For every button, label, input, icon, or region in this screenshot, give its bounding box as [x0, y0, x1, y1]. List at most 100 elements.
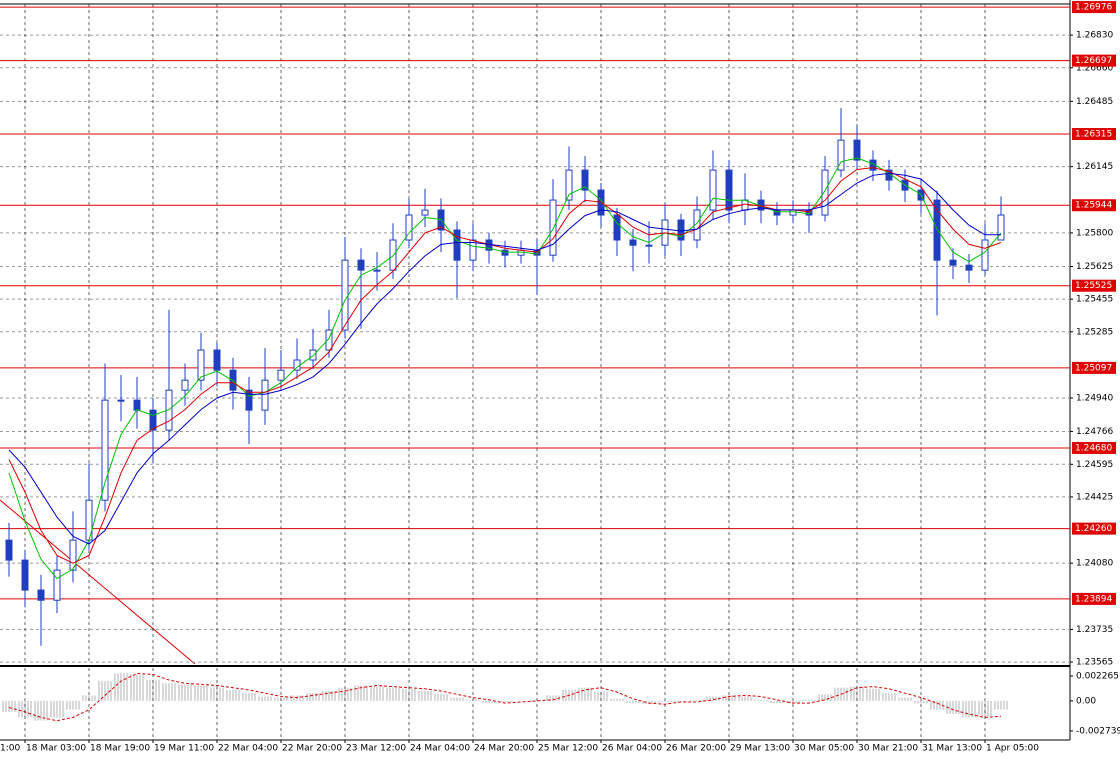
candle-body [149, 409, 157, 431]
x-tick-label: 18 Mar 03:00 [26, 744, 86, 754]
x-tick-label: 30 Mar 21:00 [858, 744, 918, 754]
level-label-box [1072, 279, 1116, 292]
candle-body [949, 259, 957, 266]
y-tick-label: 1.25625 [1076, 262, 1113, 272]
candle-body [453, 229, 461, 261]
candle-body [197, 349, 205, 381]
level-label-box [1072, 199, 1116, 212]
level-label: 1.25097 [1075, 363, 1112, 373]
level-label: 1.24260 [1075, 524, 1112, 534]
level-label-box [1072, 592, 1116, 605]
candle-body [613, 214, 621, 241]
candle-body [629, 239, 637, 246]
candle-body [325, 329, 333, 351]
level-label: 1.26315 [1075, 130, 1112, 140]
level-label: 1.25525 [1075, 281, 1112, 291]
candle-body [549, 199, 557, 256]
y-tick-label: 1.25800 [1076, 228, 1113, 238]
candle-body [101, 399, 109, 501]
y-tick-label: 1.23735 [1076, 625, 1113, 635]
level-label-box [1072, 361, 1116, 374]
candle-body [645, 244, 653, 247]
level-label: 1.24680 [1075, 443, 1112, 453]
y-tick-label: 1.24425 [1076, 492, 1113, 502]
y-tick-label: 1.26485 [1076, 97, 1113, 107]
level-label: 1.26697 [1075, 56, 1112, 66]
y-tick-label: 1.24080 [1076, 559, 1113, 569]
y-tick-label: -0.002739 [1076, 726, 1120, 736]
candle-body [981, 239, 989, 271]
level-label-box [1072, 128, 1116, 141]
candle-body [693, 209, 701, 241]
candle-body [501, 249, 509, 256]
y-tick-label: 1.24766 [1076, 427, 1113, 437]
x-tick-label: 25 Mar 12:00 [538, 744, 598, 754]
candle-body [229, 369, 237, 391]
level-label-box [1072, 54, 1116, 67]
ma-line [8, 172, 1001, 545]
candle-body [853, 139, 861, 161]
candle-body [677, 219, 685, 241]
x-tick-label: 23 Mar 12:00 [346, 744, 406, 754]
x-tick-label: 29 Mar 13:00 [730, 744, 790, 754]
candle-body [373, 269, 381, 272]
x-tick-label: 19 Mar 11:00 [154, 744, 214, 754]
x-tick-label: 22 Mar 04:00 [218, 744, 278, 754]
level-label-box [1072, 1, 1116, 14]
x-tick-label: 31 Mar 13:00 [922, 744, 982, 754]
x-tick-label: 22 Mar 20:00 [282, 744, 342, 754]
candle-body [421, 209, 429, 216]
signal-line [8, 672, 1002, 722]
candle-body [181, 379, 189, 391]
plot-area [0, 4, 1070, 664]
candle-body [277, 369, 285, 381]
candle-body [469, 239, 477, 261]
candle-body [565, 169, 573, 201]
candle-body [965, 264, 973, 271]
y-tick-label: 0.002265 [1076, 671, 1119, 681]
y-tick-label: 1.26830 [1076, 31, 1113, 41]
candle-body [53, 569, 61, 601]
candle-body [581, 169, 589, 191]
level-label-box [1072, 441, 1116, 454]
candle-body [309, 349, 317, 361]
x-tick-label: 18 Mar 19:00 [90, 744, 150, 754]
candle-body [837, 139, 845, 171]
candle-body [341, 259, 349, 331]
candle-body [69, 539, 77, 571]
y-tick-label: 1.23565 [1076, 658, 1113, 668]
y-tick-label: 1.24595 [1076, 460, 1113, 470]
level-label: 1.25944 [1075, 201, 1112, 211]
candle-body [5, 539, 13, 561]
level-label: 1.23894 [1075, 594, 1112, 604]
y-tick-label: 1.24940 [1076, 394, 1113, 404]
candle-body [725, 169, 733, 211]
candle-body [37, 589, 45, 601]
trend-line [0, 499, 196, 664]
candle-body [405, 214, 413, 241]
ma-line [8, 157, 1002, 580]
ma-line [8, 167, 1002, 564]
level-label: 1.26976 [1075, 3, 1112, 13]
candle-body [213, 349, 221, 371]
candle-body [117, 399, 125, 402]
y-tick-label: 1.25285 [1076, 327, 1113, 337]
candle-body [821, 169, 829, 216]
indicator-area [2, 672, 1008, 722]
candle-body [933, 199, 941, 261]
candle-body [357, 259, 365, 271]
y-tick-label: 1.25455 [1076, 295, 1113, 305]
x-tick-label: 24 Mar 20:00 [474, 744, 534, 754]
x-tick-label: 1:00 [0, 744, 20, 754]
candle-body [709, 169, 717, 211]
x-tick-label: 30 Mar 05:00 [794, 744, 854, 754]
y-tick-label: 1.26145 [1076, 162, 1113, 172]
x-tick-label: 1 Apr 05:00 [986, 744, 1039, 754]
y-tick-label: 1.26660 [1076, 63, 1113, 73]
candle-body [261, 379, 269, 411]
candle-body [997, 214, 1005, 241]
y-tick-label: 0.00 [1076, 696, 1096, 706]
candle-body [21, 559, 29, 591]
